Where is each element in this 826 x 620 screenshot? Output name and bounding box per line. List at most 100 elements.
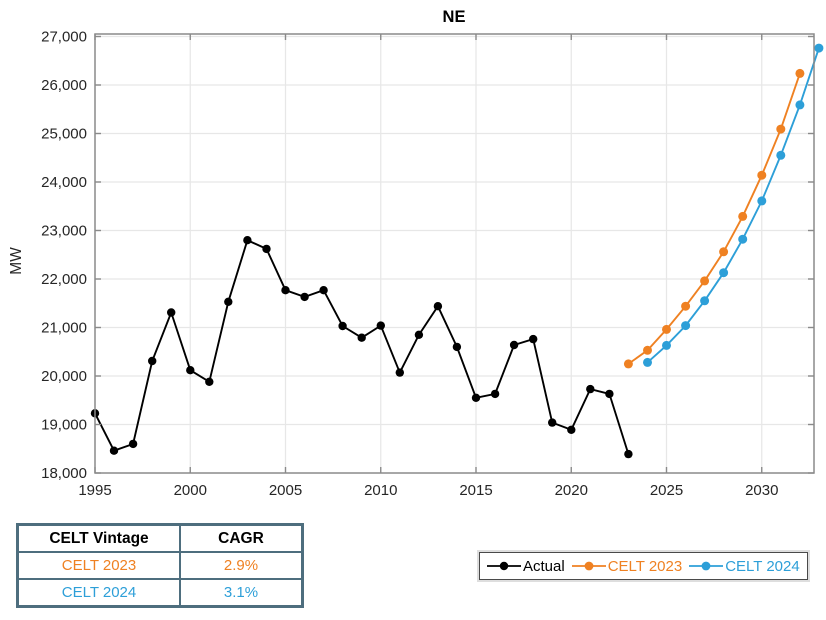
chart-legend: Actual CELT 2023 CELT 2024 [479, 552, 808, 580]
series-actual-point [319, 286, 328, 295]
series-celt-2023-point [643, 345, 652, 355]
x-tick-label: 2025 [650, 482, 683, 499]
plot-border [94, 33, 815, 474]
series-actual [90, 236, 633, 459]
y-tick-label: 24,000 [41, 174, 87, 191]
series-actual-point [567, 425, 576, 434]
series-actual-point [624, 449, 633, 459]
x-tick-label: 2030 [745, 482, 778, 499]
y-tick-label: 27,000 [41, 29, 87, 46]
legend-label-celt2024: CELT 2024 [725, 557, 800, 575]
series-actual-point [109, 446, 119, 455]
series-actual-point [452, 342, 462, 352]
series-actual-point [471, 393, 481, 402]
x-tick-label: 2005 [269, 482, 302, 499]
axes-frame [94, 33, 815, 474]
series-celt-2023-point [623, 359, 633, 369]
series-actual-point [281, 286, 290, 295]
series-actual-point [128, 439, 138, 449]
legend-label-actual: Actual [523, 557, 565, 575]
y-tick-label: 21,000 [41, 320, 87, 337]
cagr-table-cell-vintage: CELT 2023 [16, 551, 181, 580]
series-celt-2024-line [646, 47, 820, 364]
legend-item-actual: Actual [487, 558, 565, 575]
line-chart: NE MW 18,000 19,000 20,000 21,000 22,000 23,0… [8, 8, 824, 500]
cagr-table-header-row: CELT Vintage CAGR [16, 523, 304, 553]
y-tick-label: 22,000 [41, 271, 87, 288]
series-actual-point [357, 333, 366, 342]
series-actual-point [300, 292, 309, 302]
legend-label-celt2023: CELT 2023 [607, 557, 683, 575]
cagr-table-cell-cagr: 3.1% [179, 578, 304, 608]
cagr-table-row-celt2024: CELT 2024 3.1% [16, 578, 304, 608]
series-actual-point [338, 321, 347, 331]
series-celt-2024-point [776, 150, 786, 160]
series-actual-point [186, 366, 195, 375]
series-actual-point [167, 308, 176, 317]
series-actual-point [224, 297, 233, 306]
tick-labels: 18,000 19,000 20,000 21,000 22,000 23,000 24,0… [41, 29, 778, 500]
gridlines [95, 34, 814, 473]
series-celt-2023-point [700, 276, 710, 286]
series-celt-2024-point [795, 100, 805, 110]
series-celt-2024-point [814, 43, 824, 53]
series-celt-2023-line [627, 73, 801, 365]
y-axis-label: MW [8, 247, 25, 275]
x-tick-label: 2015 [459, 482, 492, 499]
legend-marker-actual [487, 561, 521, 571]
y-tick-label: 23,000 [41, 223, 87, 240]
y-tick-label: 19,000 [41, 417, 87, 434]
series-celt-2024 [643, 43, 824, 367]
cagr-table-cell-cagr: 2.9% [179, 551, 304, 580]
series-celt-2023-point [738, 211, 748, 221]
series-actual-point [548, 418, 557, 427]
cagr-table-header-vintage: CELT Vintage [16, 523, 181, 553]
cagr-table: CELT Vintage CAGR CELT 2023 2.9% CELT 20… [16, 523, 304, 608]
series-celt-2024-point [643, 357, 652, 367]
x-tick-label: 2000 [174, 482, 207, 499]
y-tick-label: 26,000 [41, 77, 87, 94]
series-celt-2023-point [662, 324, 671, 334]
series-actual-point [433, 302, 443, 311]
series-actual-point [205, 377, 214, 386]
series-actual-point [490, 389, 500, 399]
series-celt-2024-point [719, 268, 729, 278]
data-series [90, 43, 824, 459]
series-actual-point [148, 356, 157, 366]
legend-item-celt2023: CELT 2023 [571, 557, 683, 575]
series-celt-2024-point [738, 234, 748, 244]
cagr-table-header-cagr: CAGR [179, 523, 304, 553]
x-tick-label: 2010 [364, 482, 397, 499]
series-celt-2023-point [757, 170, 767, 180]
cagr-table-cell-vintage: CELT 2024 [16, 578, 181, 608]
series-actual-point [509, 340, 519, 350]
legend-marker-celt2023 [571, 561, 606, 571]
x-tick-label: 2020 [555, 482, 588, 499]
series-celt-2023-point [776, 124, 786, 134]
legend-item-celt2024: CELT 2024 [689, 558, 800, 575]
series-celt-2024-point [700, 296, 710, 306]
series-celt-2023 [623, 68, 805, 369]
x-tick-label: 1995 [78, 482, 111, 499]
series-celt-2024-point [662, 340, 671, 350]
series-actual-point [262, 244, 271, 254]
series-celt-2023-point [681, 301, 691, 311]
series-celt-2023-point [719, 247, 729, 257]
y-tick-label: 18,000 [41, 465, 87, 482]
y-tick-label: 20,000 [41, 368, 87, 385]
series-actual-point [243, 236, 252, 245]
cagr-table-row-celt2023: CELT 2023 2.9% [16, 551, 304, 580]
series-celt-2024-point [757, 196, 767, 206]
series-actual-point [529, 334, 538, 344]
y-tick-label: 25,000 [41, 126, 87, 143]
series-actual-point [586, 384, 595, 394]
series-actual-point [376, 321, 385, 330]
legend-marker-celt2024 [689, 561, 724, 571]
series-actual-point [414, 330, 424, 339]
series-celt-2024-point [681, 321, 691, 331]
series-actual-point [395, 368, 404, 377]
chart-title: NE [443, 8, 466, 26]
series-celt-2023-point [795, 68, 805, 78]
series-actual-point [605, 389, 614, 399]
